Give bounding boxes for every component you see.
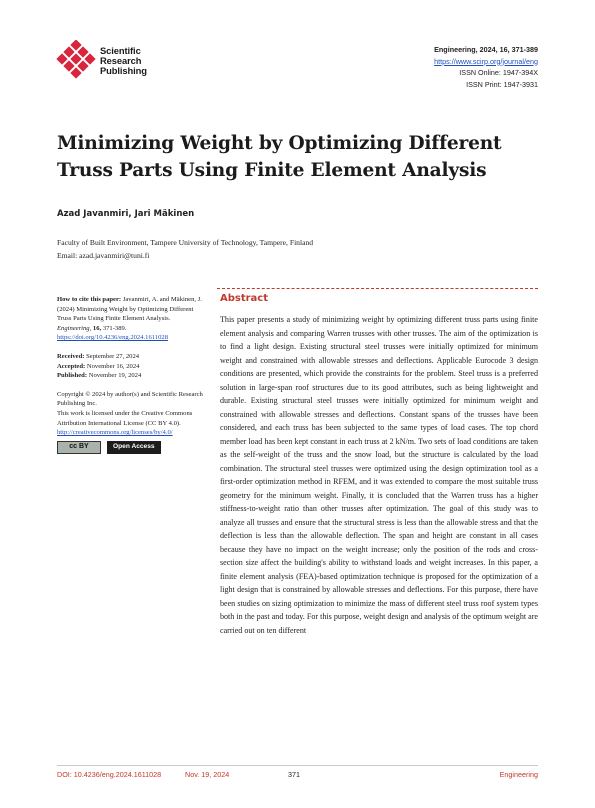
paper-authors: Azad Javanmiri, Jari Mäkinen: [57, 209, 195, 219]
license-badges: cc BY Open Access: [57, 440, 205, 454]
issn-print: ISSN Print: 1947-3931: [466, 79, 538, 89]
journal-info: Engineering, 2024, 16, 371-389 https://w…: [318, 44, 538, 90]
received-date: September 27, 2024: [86, 352, 140, 360]
copyright-notice: Copyright © 2024 by author(s) and Scient…: [57, 390, 203, 408]
open-access-badge: Open Access: [107, 440, 161, 454]
page-footer: DOI: 10.4236/eng.2024.1611028 Nov. 19, 2…: [57, 770, 538, 782]
footer-divider: [57, 765, 538, 766]
accepted-label: Accepted:: [57, 362, 86, 370]
issn-online: ISSN Online: 1947-394X: [459, 68, 538, 77]
scirp-diamond-logo-icon: [56, 40, 96, 79]
publisher-name-line2: Research: [100, 55, 142, 66]
received-date-row: Received: September 27, 2024: [57, 352, 205, 362]
page-number: 371: [288, 770, 300, 779]
footer-doi: DOI: 10.4236/eng.2024.1611028: [57, 770, 162, 779]
abstract-body: This paper presents a study of minimizin…: [220, 315, 538, 635]
publisher-name-line3: Publishing: [100, 65, 147, 76]
citation-block: How to cite this paper: Javanmiri, A. an…: [57, 295, 205, 333]
author-affiliation: Faculty of Built Environment, Tampere Un…: [57, 238, 314, 247]
license-notice: This work is licensed under the Creative…: [57, 409, 193, 427]
footer-date: Nov. 19, 2024: [185, 770, 230, 779]
author-email: Email: azad.javanmiri@tuni.fi: [57, 251, 150, 260]
cite-journal: Engineering,: [57, 324, 92, 332]
cite-pages: 371-389.: [102, 324, 127, 332]
article-sidebar: How to cite this paper: Javanmiri, A. an…: [57, 295, 205, 454]
accepted-date-row: Accepted: November 16, 2024: [57, 362, 205, 372]
publisher-name-line1: Scientific: [100, 45, 141, 56]
published-label: Published:: [57, 372, 88, 380]
doi-link[interactable]: https://doi.org/10.4236/eng.2024.1611028: [57, 334, 168, 342]
journal-url-link[interactable]: https://www.scirp.org/journal/eng: [434, 56, 538, 66]
abstract-divider: [217, 288, 538, 289]
published-date-row: Published: November 19, 2024: [57, 371, 205, 381]
license-link[interactable]: http://creativecommons.org/licenses/by/4…: [57, 429, 173, 437]
cc-by-badge[interactable]: cc BY: [57, 440, 101, 454]
journal-citation: Engineering, 2024, 16, 371-389: [434, 45, 538, 54]
received-label: Received:: [57, 352, 85, 360]
footer-journal-name: Engineering: [499, 770, 538, 779]
publisher-logo: Scientific Research Publishing: [55, 40, 153, 84]
cite-label: How to cite this paper:: [57, 296, 122, 303]
cite-text: Javanmiri, A. and Mäkinen, J. (2024) Min…: [57, 296, 202, 323]
published-date: November 19, 2024: [88, 372, 142, 380]
abstract-heading: Abstract: [220, 293, 269, 304]
accepted-date: November 16, 2024: [86, 362, 140, 370]
cite-volume: 16,: [92, 324, 102, 332]
paper-title: Minimizing Weight by Optimizing Differen…: [57, 133, 502, 181]
